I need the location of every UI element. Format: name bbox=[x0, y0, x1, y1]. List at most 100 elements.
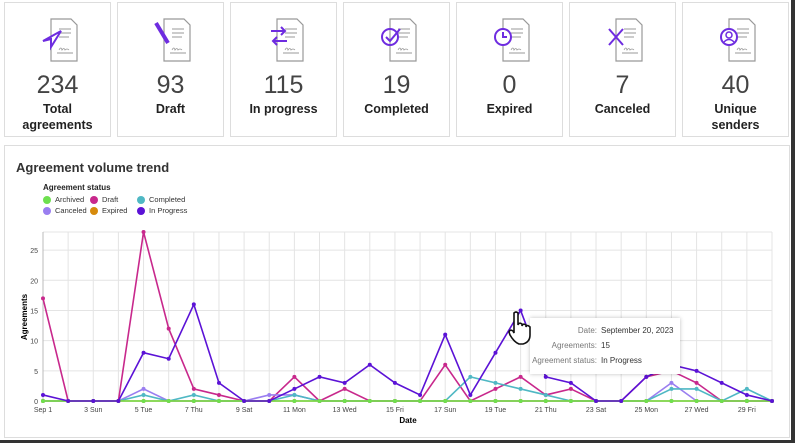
stat-card-total-agreements[interactable]: 234 Total agreements bbox=[4, 2, 111, 137]
data-point-in-progress bbox=[770, 399, 774, 403]
data-point-in-progress bbox=[543, 374, 548, 379]
data-point-in-progress bbox=[443, 332, 448, 337]
data-point-in-progress bbox=[518, 308, 523, 313]
stat-card-expired[interactable]: 0 Expired bbox=[456, 2, 563, 137]
stat-card-canceled[interactable]: 7 Canceled bbox=[569, 2, 676, 137]
stat-card-draft[interactable]: 93 Draft bbox=[117, 2, 224, 137]
data-point-completed bbox=[694, 386, 699, 391]
legend-item-archived[interactable]: Archived bbox=[43, 195, 84, 204]
data-point-canceled bbox=[141, 386, 146, 391]
legend-label: Expired bbox=[102, 206, 128, 215]
data-point-completed bbox=[292, 392, 297, 397]
stat-value: 7 bbox=[615, 71, 630, 99]
data-point-in-progress bbox=[392, 380, 397, 385]
check-circle-icon bbox=[381, 18, 417, 62]
pencil-icon bbox=[154, 18, 191, 62]
data-point-in-progress bbox=[418, 392, 423, 397]
data-point-archived bbox=[468, 399, 473, 403]
stat-value: 0 bbox=[502, 71, 517, 99]
stat-card-completed[interactable]: 19 Completed bbox=[343, 2, 450, 137]
y-tick-label: 20 bbox=[30, 278, 38, 285]
legend-item-completed[interactable]: Completed bbox=[137, 195, 185, 204]
y-tick-label: 5 bbox=[34, 369, 38, 376]
data-point-in-progress bbox=[292, 386, 297, 391]
data-point-in-progress bbox=[694, 368, 699, 373]
data-point-draft bbox=[568, 386, 573, 391]
data-point-archived bbox=[669, 399, 674, 403]
x-tick-label: 13 Wed bbox=[333, 407, 357, 414]
legend-label: Draft bbox=[102, 195, 119, 204]
x-tick-label: 27 Wed bbox=[685, 407, 709, 414]
data-point-draft bbox=[141, 230, 146, 234]
user-circle-icon bbox=[720, 18, 756, 62]
tooltip-status-label: Agreement status: bbox=[532, 356, 597, 365]
y-axis-title: Agreements bbox=[20, 293, 29, 340]
stat-card-in-progress[interactable]: 115 In progress bbox=[230, 2, 337, 137]
window-shadow bbox=[791, 0, 795, 442]
x-tick-label: Sep 1 bbox=[34, 407, 52, 414]
data-point-in-progress bbox=[644, 374, 649, 379]
data-point-in-progress bbox=[744, 392, 749, 397]
data-point-draft bbox=[41, 296, 45, 301]
stat-value: 19 bbox=[382, 71, 411, 99]
data-point-archived bbox=[518, 399, 523, 403]
data-point-archived bbox=[493, 399, 498, 403]
legend-label: Archived bbox=[55, 195, 85, 204]
legend-item-expired[interactable]: Expired bbox=[90, 206, 127, 215]
legend-item-in-progress[interactable]: In Progress bbox=[137, 206, 187, 215]
x-tick-label: 19 Tue bbox=[485, 407, 507, 414]
tooltip-count-label: Agreements: bbox=[551, 341, 597, 350]
clock-icon bbox=[494, 18, 530, 62]
data-point-in-progress bbox=[493, 350, 498, 355]
data-point-archived bbox=[694, 399, 699, 403]
data-point-in-progress bbox=[342, 380, 347, 385]
x-tick-label: 5 Tue bbox=[135, 407, 153, 414]
legend-item-canceled[interactable]: Canceled bbox=[43, 206, 87, 215]
data-point-in-progress bbox=[191, 302, 196, 307]
x-icon bbox=[608, 18, 643, 62]
data-point-completed bbox=[518, 386, 523, 391]
data-point-completed bbox=[744, 386, 749, 391]
window-shadow bbox=[0, 440, 795, 443]
y-tick-label: 15 bbox=[30, 308, 38, 315]
x-axis-title: Date bbox=[399, 416, 417, 425]
data-point-in-progress bbox=[141, 350, 146, 355]
data-point-in-progress bbox=[166, 356, 171, 361]
data-point-canceled bbox=[267, 392, 272, 397]
stat-value: 40 bbox=[721, 71, 750, 99]
data-point-archived bbox=[216, 399, 221, 403]
x-tick-label: 17 Sun bbox=[434, 407, 456, 414]
data-point-in-progress bbox=[66, 399, 71, 403]
legend-swatch bbox=[137, 206, 145, 215]
arrows-swap-icon bbox=[271, 18, 304, 62]
data-point-completed bbox=[543, 392, 548, 397]
legend-item-draft[interactable]: Draft bbox=[90, 195, 118, 204]
stat-value: 115 bbox=[263, 71, 304, 99]
data-point-in-progress bbox=[216, 380, 221, 385]
hand-cursor-icon bbox=[508, 311, 531, 345]
data-point-in-progress bbox=[619, 399, 624, 403]
x-tick-label: 21 Thu bbox=[535, 407, 557, 414]
x-tick-label: 25 Mon bbox=[635, 407, 658, 414]
data-point-archived bbox=[317, 399, 322, 403]
data-point-archived bbox=[443, 399, 448, 403]
stat-label: Completed bbox=[364, 102, 429, 116]
data-point-draft bbox=[493, 386, 498, 391]
tooltip-count: 15 bbox=[601, 341, 610, 350]
data-point-completed bbox=[493, 380, 498, 385]
data-point-draft bbox=[342, 386, 347, 391]
stat-card-unique-senders[interactable]: 40 Unique senders bbox=[682, 2, 789, 137]
x-tick-label: 9 Sat bbox=[236, 407, 252, 414]
tooltip-date-label: Date: bbox=[577, 326, 597, 335]
stat-label: Draft bbox=[155, 102, 186, 116]
data-point-archived bbox=[543, 399, 548, 403]
series-line-canceled bbox=[43, 381, 772, 402]
legend-swatch bbox=[43, 206, 51, 215]
legend-swatch bbox=[43, 195, 51, 204]
chart-title: Agreement volume trend bbox=[16, 160, 170, 175]
data-point-draft bbox=[216, 392, 221, 397]
tooltip: Date: September 20, 2023 Agreements: 15 Ag… bbox=[530, 318, 680, 374]
stat-value: 93 bbox=[156, 71, 185, 99]
legend-swatch bbox=[90, 195, 98, 204]
data-point-completed bbox=[141, 392, 146, 397]
